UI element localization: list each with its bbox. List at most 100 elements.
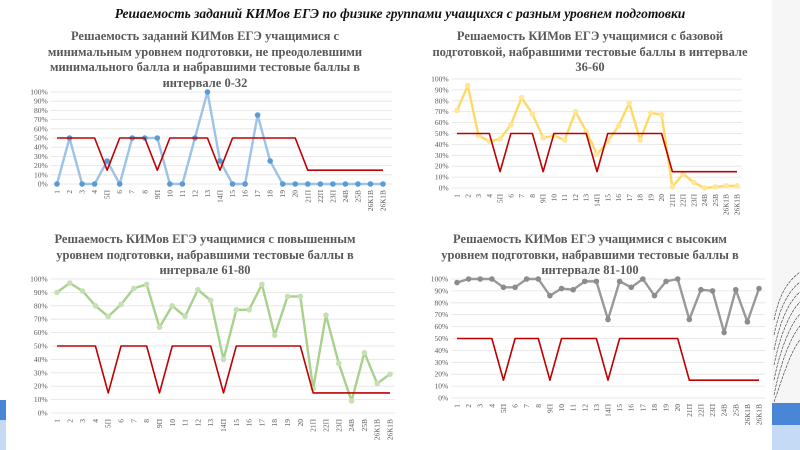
- data-point: [744, 319, 751, 325]
- y-tick-label: 20%: [34, 382, 48, 391]
- x-tick-label: 15: [615, 404, 624, 412]
- x-tick-label: 26К1В: [743, 404, 752, 425]
- x-tick-label: 4: [485, 194, 494, 198]
- x-tick-label: 18: [636, 194, 645, 202]
- chart-4: 0%10%20%30%40%50%60%70%80%90%100%1 2 3 4 5П 6…: [431, 275, 765, 425]
- x-tick-label: 22П: [696, 403, 705, 417]
- x-tick-label: 16: [245, 419, 254, 427]
- x-tick-label: 19: [283, 419, 292, 427]
- data-point: [54, 289, 60, 296]
- data-point: [220, 356, 227, 363]
- x-tick-label: 13: [592, 404, 601, 412]
- x-tick-label: 15: [232, 419, 241, 427]
- y-tick-label: 40%: [434, 346, 448, 355]
- data-point: [348, 398, 355, 404]
- data-point: [454, 279, 460, 286]
- data-point: [605, 316, 611, 323]
- x-tick-label: 8: [534, 404, 543, 408]
- threshold-line: [457, 132, 737, 173]
- data-point: [637, 137, 643, 143]
- x-tick-label: 24В: [700, 194, 709, 207]
- data-point: [204, 89, 211, 95]
- data-point: [67, 280, 73, 286]
- page-title: Решаемость заданий КИМов ЕГЭ по физике г…: [114, 6, 686, 21]
- data-point: [54, 181, 60, 187]
- data-point: [570, 286, 576, 293]
- x-tick-label: 14П: [216, 189, 225, 203]
- chart-1-title: Решаемость заданий КИМов ЕГЭ учащимися с…: [47, 29, 363, 90]
- data-point: [297, 293, 304, 300]
- x-tick-label: 11: [178, 190, 187, 197]
- x-tick-label: 9П: [155, 418, 164, 428]
- data-point: [182, 313, 188, 320]
- x-tick-label: 23П: [689, 193, 698, 207]
- data-point: [572, 108, 579, 115]
- x-tick-label: 11: [560, 194, 569, 201]
- side-panel-decoration: [772, 0, 800, 450]
- x-tick-label: 23П: [334, 418, 343, 432]
- y-tick-label: 80%: [434, 298, 448, 307]
- x-tick-label: 2: [65, 419, 74, 423]
- y-tick-label: 40%: [34, 355, 48, 364]
- y-tick-label: 90%: [435, 85, 449, 94]
- y-tick-label: 30%: [34, 368, 48, 377]
- x-tick-label: 2: [65, 190, 74, 194]
- y-tick-label: 10%: [435, 173, 449, 182]
- data-point: [508, 121, 514, 128]
- x-tick-label: 4: [90, 190, 99, 194]
- data-point: [195, 286, 201, 293]
- x-tick-label: 26К1В: [733, 194, 742, 215]
- x-tick-label: 26К1В: [379, 190, 388, 211]
- x-tick-label: 25В: [360, 419, 369, 432]
- data-point: [723, 183, 730, 189]
- x-tick-label: 16: [627, 404, 636, 412]
- blue-block-decoration: [772, 403, 800, 425]
- x-tick-label: 10: [549, 194, 558, 202]
- x-tick-label: 18: [650, 404, 659, 412]
- x-tick-label: 13: [582, 194, 591, 202]
- x-tick-label: 12: [580, 404, 589, 412]
- data-point: [691, 179, 697, 186]
- x-tick-label: 16: [241, 190, 250, 198]
- x-tick-label: 26К1В: [755, 404, 764, 425]
- data-point: [229, 181, 236, 187]
- x-tick-label: 20: [657, 194, 666, 202]
- data-point: [242, 181, 248, 187]
- data-point: [116, 181, 123, 187]
- data-point: [131, 285, 137, 292]
- x-tick-label: 2: [464, 404, 473, 408]
- x-tick-label: 6: [117, 419, 126, 423]
- data-point: [500, 284, 507, 291]
- chart-2-title: Решаемость КИМов ЕГЭ учащимися с базовой…: [432, 29, 748, 74]
- data-point: [104, 158, 110, 164]
- x-tick-label: 1: [53, 190, 62, 194]
- y-tick-label: 100%: [30, 88, 48, 97]
- chart-1: 0%10%20%30%40%50%60%70%80%90%100%1 2 3 4 5П 6…: [30, 88, 392, 211]
- data-point: [615, 123, 622, 129]
- data-point: [651, 292, 658, 299]
- data-point: [167, 181, 173, 187]
- x-tick-label: 24В: [347, 419, 356, 432]
- x-tick-label: 13: [206, 419, 215, 427]
- chart-3: 0%10%20%30%40%50%60%70%80%90%100%1 2 3 4 5П 6…: [30, 275, 395, 440]
- y-tick-label: 50%: [34, 342, 48, 351]
- y-tick-label: 0%: [438, 394, 448, 403]
- x-tick-label: 12: [190, 190, 199, 198]
- data-point: [267, 158, 273, 164]
- y-tick-label: 80%: [34, 301, 48, 310]
- data-point: [701, 185, 708, 191]
- threshold-line: [457, 337, 759, 381]
- data-point: [518, 94, 525, 101]
- x-tick-label: 12: [571, 194, 580, 202]
- data-point: [91, 181, 98, 187]
- data-point: [626, 100, 633, 106]
- x-tick-label: 5П: [104, 418, 113, 428]
- y-tick-label: 10%: [434, 382, 448, 391]
- data-point: [454, 107, 460, 114]
- x-tick-label: 1: [453, 194, 462, 198]
- x-tick-label: 1: [53, 419, 62, 423]
- chart-4-title: Решаемость КИМов ЕГЭ учащимися с высоким…: [441, 232, 739, 277]
- data-point: [464, 82, 471, 89]
- data-point: [79, 181, 85, 187]
- y-tick-label: 60%: [435, 118, 449, 127]
